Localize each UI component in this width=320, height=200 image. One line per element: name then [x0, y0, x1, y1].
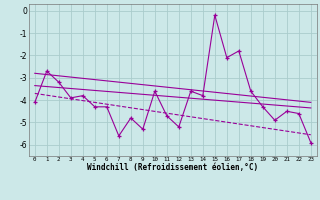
- X-axis label: Windchill (Refroidissement éolien,°C): Windchill (Refroidissement éolien,°C): [87, 163, 258, 172]
